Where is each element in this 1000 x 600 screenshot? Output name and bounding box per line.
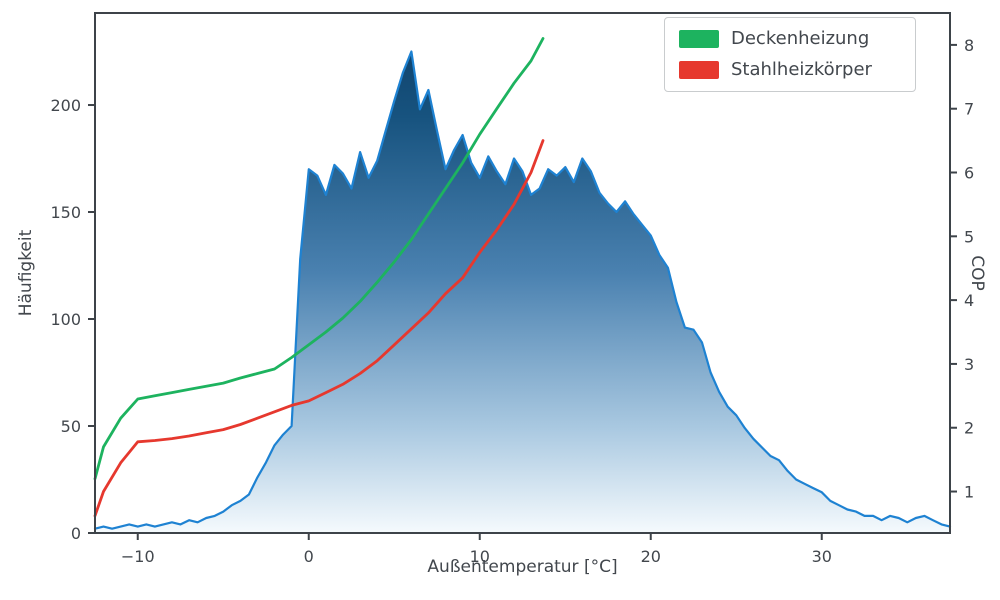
x-tick-label: 20 (641, 547, 661, 566)
legend-item-deckenheizung: Deckenheizung (679, 30, 901, 48)
y-right-tick-label: 4 (964, 291, 974, 310)
y-left-tick-label: 100 (50, 310, 81, 329)
y-axis-label-left: Häufigkeit (16, 229, 36, 317)
y-axis-label-right: COP (967, 255, 987, 291)
x-axis-label: Außentemperatur [°C] (427, 557, 618, 577)
plot-border (94, 12, 951, 534)
y-right-tick-label: 2 (964, 419, 974, 438)
legend-swatch-stahlheizkoerper (679, 61, 719, 79)
y-right-tick-label: 1 (964, 483, 974, 502)
series-line-0 (93, 37, 545, 481)
series-line-1 (93, 139, 545, 518)
legend-item-stahlheizkoerper: Stahlheizkörper (679, 61, 901, 79)
y-left-tick-label: 150 (50, 203, 81, 222)
x-tick-label: 30 (812, 547, 832, 566)
y-right-tick-label: 5 (964, 227, 974, 246)
x-tick-label: 10 (470, 547, 490, 566)
legend-swatch-deckenheizung (679, 30, 719, 48)
legend: Deckenheizung Stahlheizkörper (664, 17, 916, 92)
legend-label-deckenheizung: Deckenheizung (731, 28, 870, 49)
y-right-tick-label: 6 (964, 164, 974, 183)
legend-label-stahlheizkoerper: Stahlheizkörper (731, 59, 872, 80)
y-left-tick-label: 200 (50, 96, 81, 115)
y-left-tick-label: 50 (61, 417, 81, 436)
y-left-tick-label: 0 (71, 524, 81, 543)
histogram-line (93, 50, 952, 530)
x-tick-label: 0 (304, 547, 314, 566)
x-tick-label: −10 (121, 547, 155, 566)
histogram-area (95, 51, 950, 533)
y-right-tick-label: 3 (964, 355, 974, 374)
y-right-tick-label: 8 (964, 36, 974, 55)
y-right-tick-label: 7 (964, 100, 974, 119)
